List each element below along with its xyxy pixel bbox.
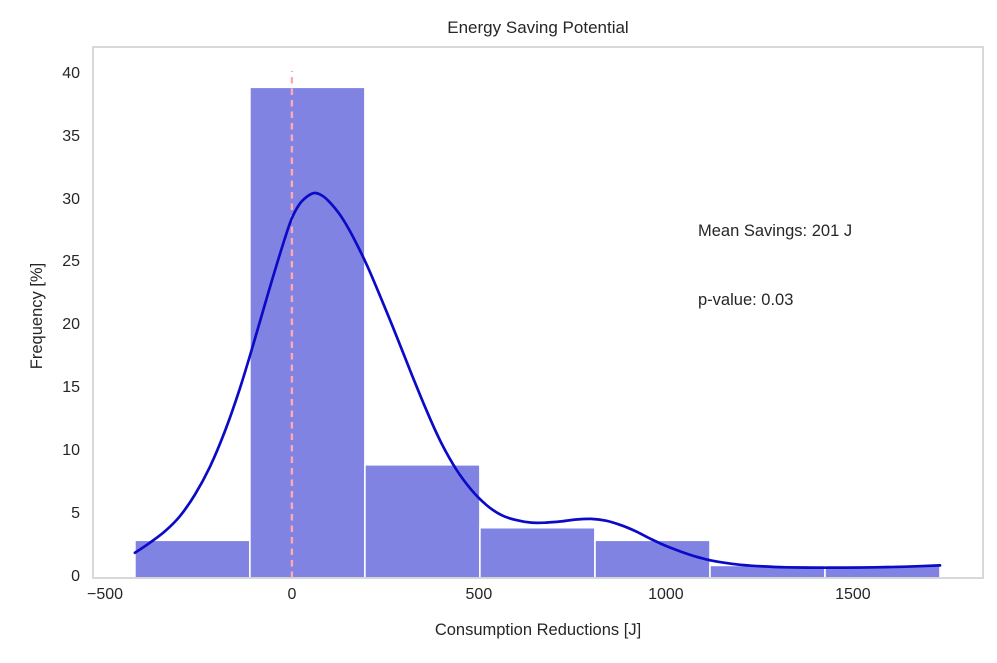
y-tick-label: 25 <box>62 253 80 271</box>
mean-savings-text: Mean Savings: 201 J <box>698 222 853 240</box>
kde-curve <box>133 191 942 570</box>
y-tick-label: 5 <box>71 505 80 523</box>
y-tick-label: 0 <box>71 568 80 585</box>
y-tick-label: 35 <box>62 127 80 145</box>
y-tick-label: 20 <box>62 316 80 334</box>
chart-title: Energy Saving Potential <box>447 18 629 37</box>
histogram-bar <box>249 86 366 579</box>
y-tick-label: 40 <box>62 64 80 82</box>
x-tick-label: −500 <box>86 586 124 603</box>
y-tick-label: 15 <box>62 379 80 397</box>
y-tick-label: 10 <box>62 442 80 460</box>
x-tick-label: 500 <box>465 586 493 603</box>
histogram-bar <box>594 539 711 579</box>
histogram-bars <box>134 86 941 579</box>
x-tick-label: 1500 <box>835 586 871 603</box>
histogram-bar <box>364 463 481 579</box>
x-tick-label: 0 <box>287 586 297 603</box>
histogram-bar <box>479 526 596 579</box>
axes-frame <box>92 46 984 579</box>
x-axis-label: Consumption Reductions [J] <box>434 621 642 639</box>
p-value-text: p-value: 0.03 <box>698 291 794 309</box>
histogram-bar <box>134 539 251 579</box>
stats-annotation: Mean Savings: 201 J p-value: 0.03 <box>698 174 852 358</box>
x-tick-label: 1000 <box>648 586 684 603</box>
y-tick-label: 30 <box>62 190 80 208</box>
